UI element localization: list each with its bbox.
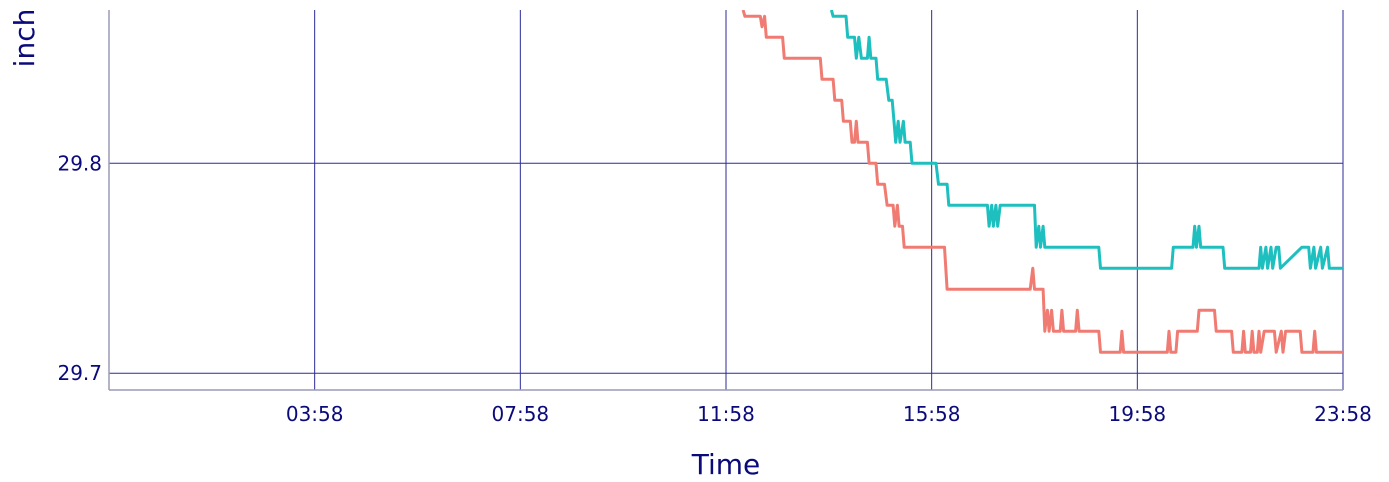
x-tick-label: 07:58	[492, 402, 550, 426]
x-tick-label: 19:58	[1109, 402, 1167, 426]
series-layer	[741, 10, 1343, 354]
grid-lines	[109, 10, 1344, 390]
x-tick-label: 03:58	[286, 402, 344, 426]
y-axis-title: inch	[8, 9, 41, 68]
x-tick-label: 23:58	[1314, 402, 1372, 426]
x-tick-labels: 03:58 07:58 11:58 15:58 19:58 23:58	[286, 402, 1372, 426]
series-line-2	[829, 10, 1343, 270]
y-tick-label: 29.7	[57, 361, 102, 385]
x-tick-label: 15:58	[903, 402, 961, 426]
y-tick-labels: 29.7 29.8	[57, 151, 102, 385]
x-tick-label: 11:58	[697, 402, 755, 426]
series-line-1	[741, 10, 1343, 354]
x-axis-title: Time	[691, 448, 761, 481]
y-tick-label: 29.8	[57, 151, 102, 175]
